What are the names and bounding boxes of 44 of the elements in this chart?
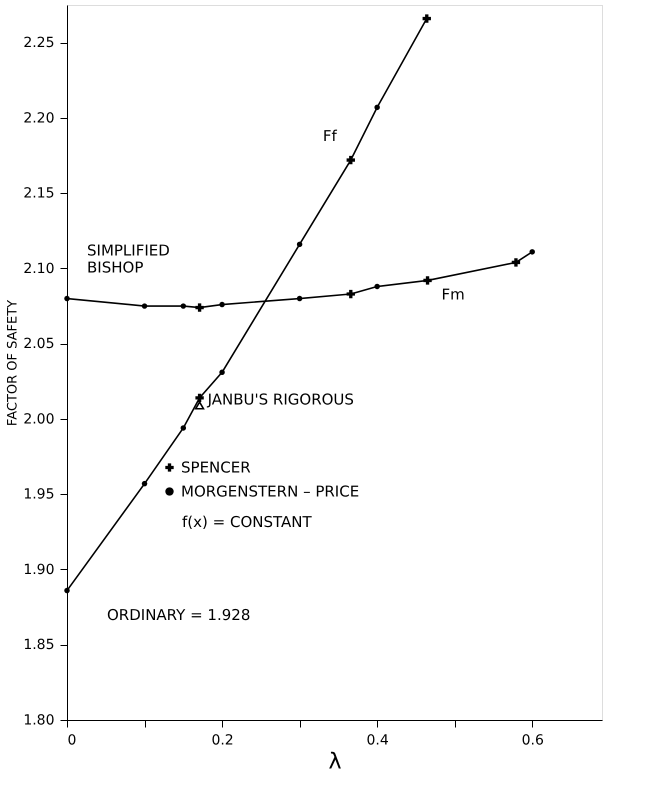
y-tick-label: 2.00 (23, 411, 54, 428)
y-tick-label: 1.85 (23, 637, 54, 654)
y-tick-label: 2.15 (23, 186, 54, 202)
point (195, 394, 204, 402)
point (346, 290, 355, 298)
x-tick-label: 0.4 (366, 732, 389, 748)
point (142, 480, 148, 486)
y-tick-label: 2.20 (23, 110, 54, 126)
x-axis-title: λ (328, 750, 342, 774)
point (346, 156, 355, 164)
point (194, 401, 204, 410)
x-tick-label: 0.2 (211, 732, 234, 748)
y-tick-label: 1.80 (23, 712, 54, 728)
point (374, 104, 380, 110)
point (64, 296, 70, 302)
point (180, 425, 186, 431)
point (180, 303, 186, 309)
point (422, 14, 431, 23)
x-tick-label: 0.6 (522, 732, 544, 748)
annotation: ORDINARY = 1.928 (107, 606, 250, 624)
annotation: Fm (442, 285, 465, 304)
y-tick-label: 1.95 (23, 486, 54, 503)
y-axis-title: FACTOR OF SAFETY (5, 300, 20, 426)
point (374, 284, 380, 290)
annotation: Ff (322, 127, 338, 146)
y-tick-label: 1.90 (23, 562, 54, 578)
y-tick-label: 2.10 (23, 260, 54, 277)
point (512, 258, 520, 267)
annotation: f(x) = CONSTANT (182, 513, 312, 531)
y-tick-label: 2.25 (23, 35, 54, 52)
x-tick-label: 0 (68, 732, 76, 748)
legend-label: MORGENSTERN – PRICE (181, 482, 360, 500)
point (219, 370, 225, 376)
point (219, 302, 225, 308)
legend-label: SPENCER (181, 458, 251, 476)
y-tick-label: 2.05 (23, 336, 54, 352)
point (195, 303, 204, 312)
point (64, 588, 70, 594)
annotation: SIMPLIFIED BISHOP (87, 242, 170, 277)
point (142, 303, 148, 309)
point (529, 249, 535, 255)
point (296, 242, 302, 248)
point (296, 296, 302, 302)
annotation: JANBU'S RIGOROUS (206, 390, 354, 408)
